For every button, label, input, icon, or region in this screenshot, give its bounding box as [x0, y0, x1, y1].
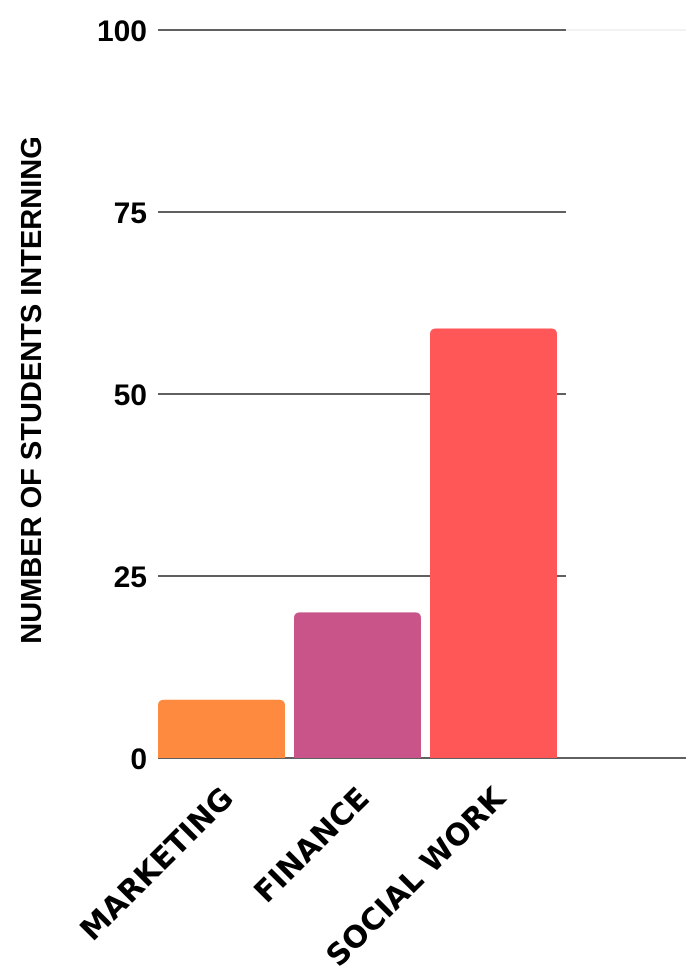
y-tick-label: 100 — [97, 15, 147, 48]
y-tick-label: 75 — [114, 197, 147, 230]
bar-finance — [294, 612, 421, 758]
y-tick-label: 50 — [114, 379, 147, 412]
bar-marketing — [158, 699, 285, 758]
y-tick-label: 25 — [114, 561, 147, 594]
bars — [158, 328, 557, 758]
y-axis-ticks: 0 25 50 75 100 — [97, 15, 147, 776]
gridlines — [158, 29, 686, 759]
y-tick-label: 0 — [130, 743, 147, 776]
x-tick-label: FINANCE — [248, 781, 377, 910]
bar-social-work — [430, 328, 557, 758]
x-tick-label: MARKETING — [74, 781, 241, 948]
y-axis-title: NUMBER OF STUDENTS INTERNING — [16, 136, 48, 644]
